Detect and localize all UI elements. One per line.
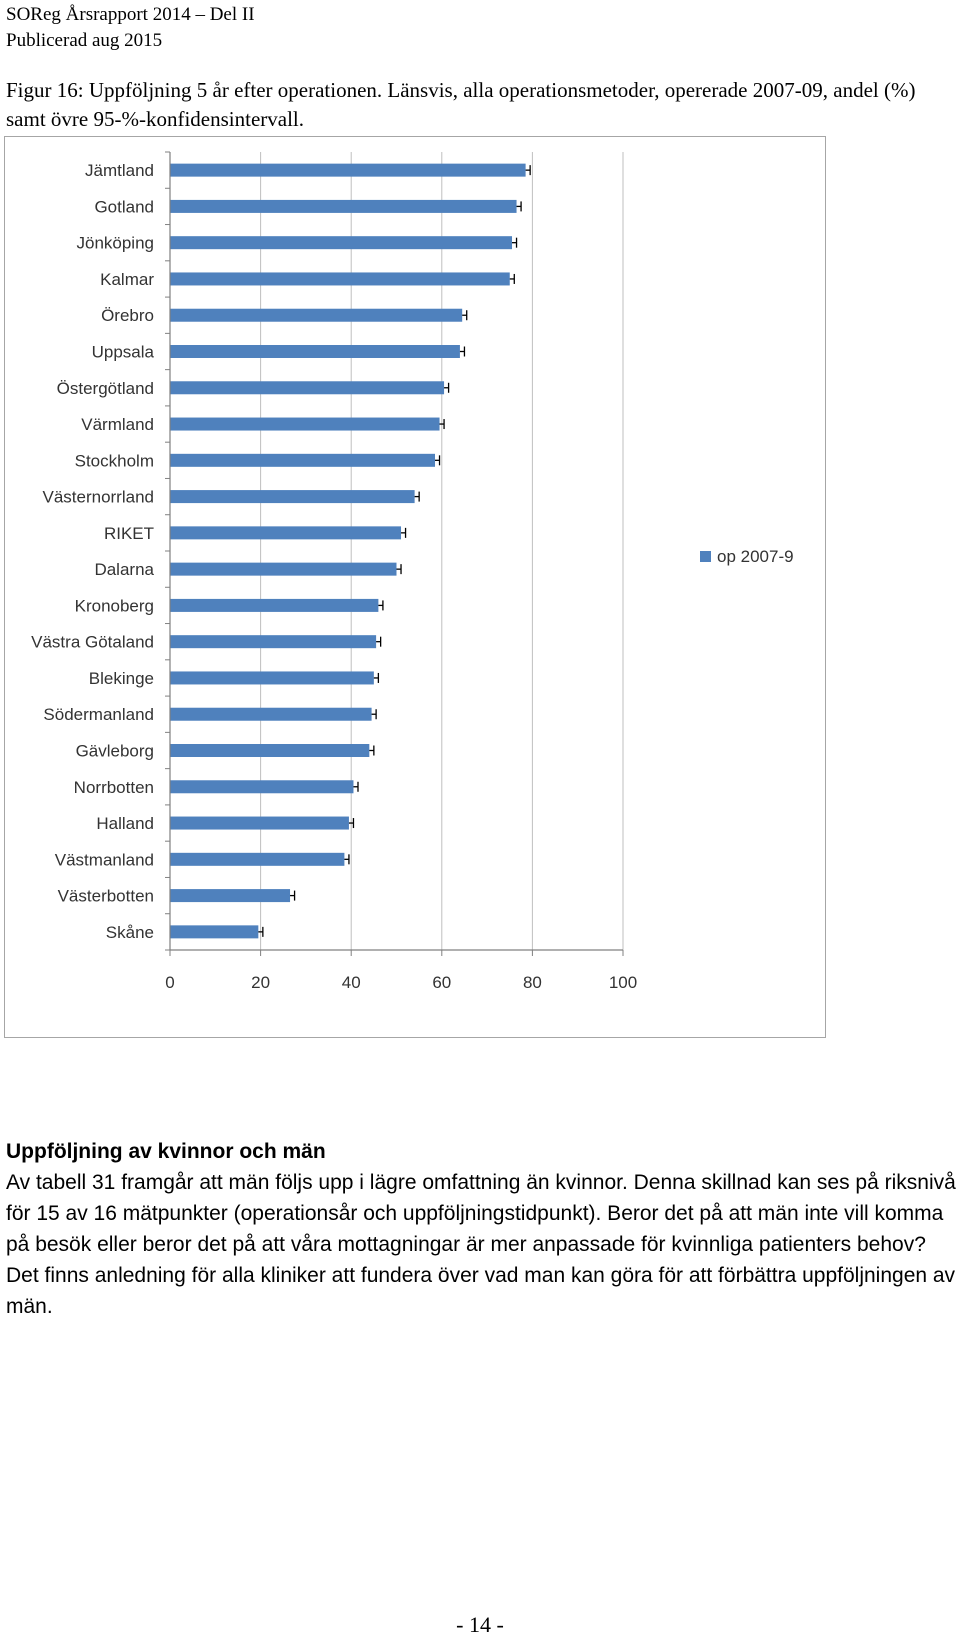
- category-label: Halland: [96, 814, 154, 833]
- bar: [170, 780, 354, 794]
- category-label: Kronoberg: [75, 596, 154, 615]
- figure-caption: Figur 16: Uppföljning 5 år efter operati…: [6, 78, 916, 131]
- document-header: SOReg Årsrapport 2014 – Del II Publicera…: [6, 2, 255, 54]
- bar: [170, 671, 374, 685]
- bar: [170, 272, 510, 286]
- category-label: Kalmar: [100, 270, 154, 289]
- chart-frame: [4, 136, 826, 1038]
- category-label: RIKET: [104, 524, 154, 543]
- bar: [170, 889, 291, 903]
- category-label: Västmanland: [55, 850, 154, 869]
- x-tick-label: 80: [523, 973, 542, 992]
- category-label: Gävleborg: [76, 742, 154, 761]
- category-label: Västerbotten: [58, 887, 154, 906]
- bar: [170, 345, 460, 358]
- category-label: Västernorrland: [42, 488, 154, 507]
- bar: [170, 925, 259, 939]
- bar: [170, 526, 402, 540]
- body-section: Uppföljning av kvinnor och män Av tabell…: [6, 1137, 956, 1322]
- category-label: Blekinge: [89, 669, 154, 688]
- category-label: Stockholm: [75, 451, 154, 470]
- bar: [170, 236, 513, 250]
- bar: [170, 816, 349, 830]
- category-label: Norrbotten: [74, 778, 154, 797]
- bar: [170, 852, 345, 866]
- category-label: Södermanland: [43, 705, 154, 724]
- category-label: Örebro: [101, 306, 154, 325]
- bar: [170, 381, 445, 395]
- category-label: Uppsala: [92, 343, 155, 362]
- bar: [170, 199, 517, 213]
- bar: [170, 635, 377, 649]
- category-label: Dalarna: [94, 560, 154, 579]
- category-label: Jämtland: [85, 161, 154, 180]
- x-tick-label: 20: [251, 973, 270, 992]
- section-heading: Uppföljning av kvinnor och män: [6, 1140, 326, 1163]
- category-label: Skåne: [106, 923, 154, 942]
- bar: [170, 598, 379, 612]
- x-tick-label: 0: [165, 973, 174, 992]
- category-label: Värmland: [81, 415, 154, 434]
- category-label: Östergötland: [57, 379, 154, 398]
- category-label: Jönköping: [76, 234, 154, 253]
- legend-label: op 2007-9: [717, 547, 794, 566]
- x-tick-label: 60: [432, 973, 451, 992]
- category-label: Gotland: [94, 197, 154, 216]
- bar: [170, 308, 463, 322]
- section-paragraph: Av tabell 31 framgår att män följs upp i…: [6, 1171, 956, 1318]
- bar: [170, 707, 372, 721]
- bar: [170, 417, 440, 431]
- x-tick-label: 100: [609, 973, 637, 992]
- bar: [170, 490, 415, 504]
- bar-chart: Jämtland Gotland Jönköping Kalmar Örebro Upps…: [31, 151, 794, 992]
- legend-swatch: [700, 551, 711, 562]
- page-number: - 14 -: [456, 1612, 504, 1637]
- bar: [170, 453, 436, 467]
- report-title: SOReg Årsrapport 2014 – Del II: [6, 4, 255, 25]
- bar: [170, 744, 370, 757]
- publication-date: Publicerad aug 2015: [6, 30, 163, 51]
- category-label: Västra Götaland: [31, 633, 154, 652]
- bar: [170, 163, 526, 177]
- x-tick-label: 40: [342, 973, 361, 992]
- bar: [170, 562, 397, 576]
